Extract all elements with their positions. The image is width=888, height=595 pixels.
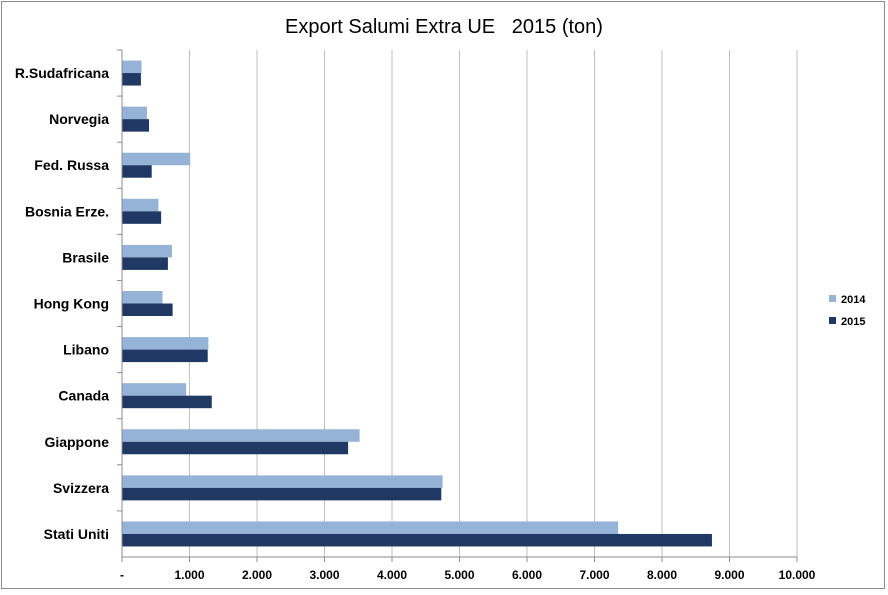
bar-2015 — [122, 119, 149, 132]
legend-label-2014: 2014 — [841, 294, 866, 306]
x-tick-label: 9.000 — [714, 568, 744, 582]
bar-2014 — [122, 60, 142, 74]
category-labels: Stati Uniti Svizzera Giappone Canada Libano H… — [15, 65, 109, 542]
x-tick-label: 7.000 — [579, 568, 609, 582]
bar-2014 — [122, 429, 360, 442]
bar-2015 — [122, 395, 212, 409]
x-tick-label: 10.000 — [779, 568, 816, 582]
bar-2014 — [122, 291, 163, 304]
x-tick-label: 4.000 — [377, 568, 407, 582]
bar-2015 — [122, 73, 141, 86]
bar-2015 — [122, 165, 152, 178]
x-tick-label: 6.000 — [512, 568, 542, 582]
bar-2014 — [122, 106, 147, 120]
x-tick-label: 2.000 — [242, 568, 272, 582]
category-label: Brasile — [62, 249, 109, 265]
x-tick-label: 3.000 — [309, 568, 339, 582]
category-label: R.Sudafricana — [15, 65, 109, 81]
chart-title: Export Salumi Extra UE 2015 (ton) — [285, 16, 603, 38]
bar-2014 — [122, 383, 187, 396]
bar-2015 — [122, 257, 168, 270]
bar-2014 — [122, 337, 209, 350]
bar-2015 — [122, 303, 173, 316]
gridlines — [189, 50, 798, 557]
x-tick-labels: - 1.000 2.000 3.000 4.000 5.000 6.000 7.000 8.00… — [120, 568, 816, 582]
category-label: Stati Uniti — [44, 526, 109, 542]
bars — [122, 60, 712, 547]
legend-label-2015: 2015 — [841, 316, 865, 328]
legend-swatch-2015 — [829, 317, 836, 324]
category-label: Svizzera — [53, 480, 109, 496]
legend: 2014 2015 — [829, 294, 866, 328]
x-tick-label: 5.000 — [444, 568, 474, 582]
bar-2014 — [122, 521, 619, 534]
bar-2014 — [122, 244, 172, 258]
x-tick-label: 8.000 — [647, 568, 677, 582]
bar-2014 — [122, 152, 191, 166]
bar-2015 — [122, 441, 349, 455]
bar-2015 — [122, 533, 712, 547]
bar-2015 — [122, 349, 208, 363]
category-label: Norvegia — [49, 111, 109, 127]
bar-2014 — [122, 198, 159, 212]
legend-swatch-2014 — [829, 295, 836, 302]
category-label: Bosnia Erze. — [25, 203, 109, 219]
category-label: Libano — [63, 342, 109, 358]
category-label: Giappone — [44, 434, 109, 450]
x-tick-label: 1.000 — [174, 568, 204, 582]
axes — [117, 49, 798, 562]
bar-2015 — [122, 487, 442, 501]
category-label: Fed. Russa — [34, 157, 109, 173]
x-tick-label: - — [120, 568, 124, 582]
category-label: Canada — [58, 388, 109, 404]
bar-2015 — [122, 211, 162, 224]
category-label: Hong Kong — [34, 296, 109, 312]
bar-2014 — [122, 475, 443, 488]
